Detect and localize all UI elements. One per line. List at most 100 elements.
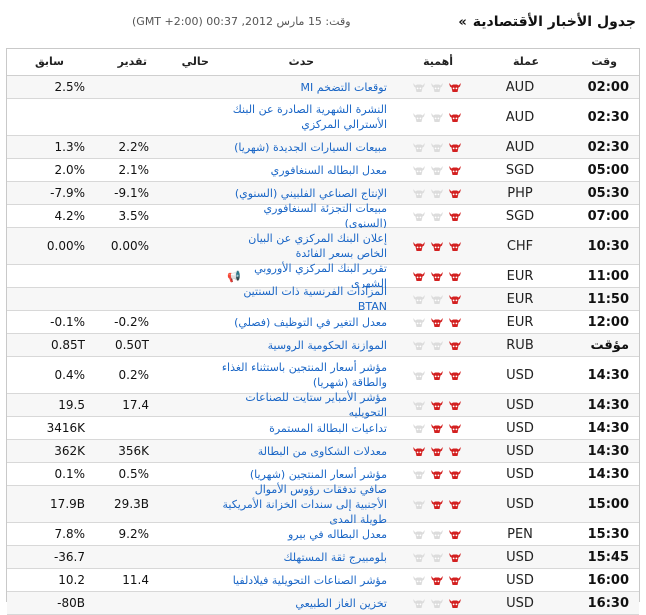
event-link[interactable]: إعلان البنك المركزي عن البيان الخاص بسعر… <box>248 232 387 260</box>
previous-value: 0.00% <box>46 239 85 253</box>
time-value: 16:30 <box>587 595 629 611</box>
widget-title[interactable]: جدول الأخبار الأقتصادية » <box>458 14 636 30</box>
row-forecast <box>89 265 155 287</box>
row-event[interactable]: معدل البطاله السنغافوري <box>221 159 391 181</box>
row-previous: 362K <box>7 440 89 462</box>
event-link[interactable]: تداعيات البطالة المستمرة <box>269 421 387 435</box>
bull-icon <box>448 187 462 199</box>
row-event[interactable]: تخزين الغاز الطبيعي <box>221 592 391 614</box>
time-value: 15:45 <box>587 549 629 565</box>
row-event[interactable]: مؤشر أسعار المنتجين باستثناء الغذاء والط… <box>221 357 391 393</box>
row-forecast: 3.5% <box>89 205 155 227</box>
table-row: 11:00 EUR تقرير البنك المركزي الأوروبي الش… <box>7 262 639 290</box>
time-value: 05:30 <box>587 185 629 201</box>
event-link[interactable]: الموازنة الحكومية الروسية <box>267 338 387 352</box>
currency-value: PHP <box>507 185 533 201</box>
event-link[interactable]: تخزين الغاز الطبيعي <box>295 596 387 610</box>
col-currency-header: عملة <box>512 55 539 68</box>
row-previous: 4.2% <box>7 205 89 227</box>
row-forecast: -0.2% <box>89 311 155 333</box>
table-row: 14:30 USD معدلات الشكاوى من البطالة 356K 362… <box>7 440 639 463</box>
row-event[interactable]: تداعيات البطالة المستمرة <box>221 417 391 439</box>
row-event[interactable]: الموازنة الحكومية الروسية <box>221 334 391 356</box>
row-event[interactable]: مؤشر أسعار المنتجين (شهريا) <box>221 463 391 485</box>
bull-icon <box>448 270 462 282</box>
table-row: 07:00 SGD مبيعات التجزئة السنغافوري (السنو… <box>7 202 639 230</box>
bull-icon <box>412 551 426 563</box>
row-actual <box>155 334 221 356</box>
row-time: 12:00 <box>557 311 639 333</box>
row-forecast <box>89 99 155 135</box>
time-value: 14:30 <box>587 420 629 436</box>
event-link[interactable]: النشرة الشهرية الصادرة عن البنك الأسترال… <box>232 103 387 131</box>
event-link[interactable]: معدلات الشكاوى من البطالة <box>257 444 387 458</box>
table-row: 11:50 EUR المزادات الفرنسية ذات السنتين BT… <box>7 285 639 313</box>
event-link[interactable]: مؤشر الصناعات التحويلية فيلادلفيا <box>232 573 387 587</box>
row-event[interactable]: مؤشر الأمباير ستايت للصناعات التحويليه <box>221 391 391 419</box>
row-event[interactable]: معدلات الشكاوى من البطالة <box>221 440 391 462</box>
forecast-value: -9.1% <box>114 186 149 200</box>
row-actual <box>155 569 221 591</box>
event-link[interactable]: مؤشر أسعار المنتجين (شهريا) <box>249 467 387 481</box>
bull-icon <box>430 445 444 457</box>
row-event[interactable]: تقرير البنك المركزي الأوروبي الشهري 📢 <box>221 262 391 290</box>
timestamp: وقت: 15 مارس 2012, 00:37 (GMT +2:00) <box>132 15 351 28</box>
row-currency: AUD <box>483 99 557 135</box>
row-event[interactable]: المزادات الفرنسية ذات السنتين BTAN <box>221 285 391 313</box>
row-currency: AUD <box>483 136 557 158</box>
event-link[interactable]: معدل التغير في التوظيف (فصلي) <box>234 315 387 329</box>
previous-value: 0.1% <box>54 467 86 481</box>
row-event[interactable]: مبيعات السيارات الجديدة (شهريا) <box>221 136 391 158</box>
bull-icon <box>412 293 426 305</box>
event-link[interactable]: توقعات التضخم MI <box>300 80 387 94</box>
row-event[interactable]: الإنتاج الصناعي الفلبيني (السنوي) <box>221 182 391 204</box>
bull-icon <box>430 528 444 540</box>
row-importance <box>391 182 483 204</box>
row-event[interactable]: توقعات التضخم MI <box>221 76 391 98</box>
event-link[interactable]: مؤشر الأمباير ستايت للصناعات التحويليه <box>245 391 387 419</box>
previous-value: 10.2 <box>58 573 85 587</box>
currency-value: USD <box>506 572 534 588</box>
row-event[interactable]: صافي تدفقات رؤوس الأموال الأجنبية إلى سن… <box>221 483 391 526</box>
time-value: 10:30 <box>587 238 629 254</box>
row-currency: USD <box>483 357 557 393</box>
event-link[interactable]: الإنتاج الصناعي الفلبيني (السنوي) <box>234 186 387 200</box>
col-time-header: وقت <box>591 55 617 68</box>
row-event[interactable]: مبيعات التجزئة السنغافوري (السنوي) <box>221 202 391 230</box>
time-value: 02:30 <box>587 139 629 155</box>
bull-icon <box>448 164 462 176</box>
row-actual <box>155 417 221 439</box>
previous-value: 19.5 <box>58 398 85 412</box>
event-link[interactable]: مبيعات السيارات الجديدة (شهريا) <box>234 140 387 154</box>
event-link[interactable]: مبيعات التجزئة السنغافوري (السنوي) <box>263 202 387 230</box>
bull-icon <box>448 574 462 586</box>
row-currency: USD <box>483 440 557 462</box>
row-forecast <box>89 76 155 98</box>
bull-icon <box>412 528 426 540</box>
event-link[interactable]: معدل البطاله السنغافوري <box>270 163 387 177</box>
currency-value: SGD <box>505 208 535 224</box>
row-event[interactable]: بلومبيرج ثقة المستهلك <box>221 546 391 568</box>
event-link[interactable]: المزادات الفرنسية ذات السنتين BTAN <box>243 285 387 313</box>
event-link[interactable]: صافي تدفقات رؤوس الأموال الأجنبية إلى سن… <box>222 482 387 526</box>
bull-icon <box>412 422 426 434</box>
row-forecast: 11.4 <box>89 569 155 591</box>
bull-icon <box>448 498 462 510</box>
currency-value: AUD <box>505 79 535 95</box>
currency-value: USD <box>506 496 534 512</box>
row-event[interactable]: إعلان البنك المركزي عن البيان الخاص بسعر… <box>221 228 391 264</box>
table-row: 15:45 USD بلومبيرج ثقة المستهلك -36.7 <box>7 546 639 569</box>
event-link[interactable]: بلومبيرج ثقة المستهلك <box>283 550 388 564</box>
event-link[interactable]: مؤشر أسعار المنتجين باستثناء الغذاء والط… <box>221 361 387 389</box>
event-link[interactable]: معدل البطاله في بيرو <box>288 527 387 541</box>
row-event[interactable]: معدل التغير في التوظيف (فصلي) <box>221 311 391 333</box>
previous-value: 3416K <box>46 421 85 435</box>
row-event[interactable]: معدل البطاله في بيرو <box>221 523 391 545</box>
event-link[interactable]: تقرير البنك المركزي الأوروبي الشهري <box>254 262 387 290</box>
row-event[interactable]: مؤشر الصناعات التحويلية فيلادلفيا <box>221 569 391 591</box>
row-event[interactable]: النشرة الشهرية الصادرة عن البنك الأسترال… <box>221 99 391 135</box>
bull-icon <box>448 240 462 252</box>
row-currency: USD <box>483 486 557 522</box>
bull-icon <box>412 445 426 457</box>
forecast-value: 0.50T <box>114 338 149 352</box>
